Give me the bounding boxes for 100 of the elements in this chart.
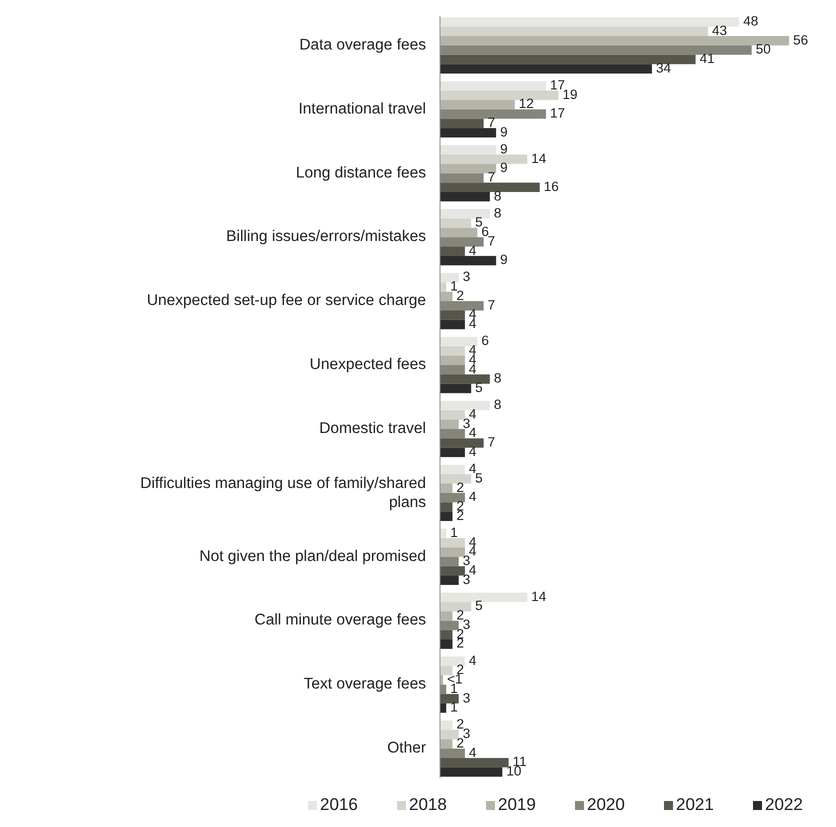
bar — [440, 602, 472, 612]
y-tick-label: Call minute overage fees — [254, 612, 426, 629]
y-tick-label: International travel — [298, 100, 426, 118]
bar — [440, 739, 452, 749]
bar — [440, 556, 459, 566]
bar — [440, 630, 452, 640]
bar — [440, 464, 465, 474]
y-tick-label: Data overage fees — [299, 36, 426, 54]
bar — [440, 720, 452, 730]
bar — [440, 128, 496, 138]
bar — [440, 356, 465, 366]
bar — [440, 400, 490, 410]
bar — [440, 438, 484, 448]
bar — [440, 666, 452, 676]
data-label: 9 — [500, 141, 508, 156]
y-tick-label: Other — [387, 740, 426, 757]
data-label: 56 — [793, 32, 808, 48]
data-label: 5 — [475, 598, 483, 614]
bar — [440, 17, 740, 27]
bar — [440, 656, 465, 666]
bar — [440, 512, 452, 522]
y-tick-label: Billing issues/errors/mistakes — [226, 228, 426, 246]
bar — [440, 246, 465, 256]
bar — [440, 26, 708, 36]
data-label: 1 — [450, 700, 458, 715]
data-label: 7 — [488, 297, 496, 312]
data-label: 9 — [500, 124, 508, 140]
bar — [440, 173, 484, 183]
bar — [440, 310, 465, 320]
data-label: 9 — [500, 252, 508, 268]
y-tick-label: Text overage fees — [304, 676, 426, 693]
bar — [440, 484, 452, 493]
data-label: 12 — [518, 96, 534, 112]
y-tick-label: Unexpected fees — [310, 356, 426, 374]
data-label: 43 — [712, 22, 728, 38]
data-label: 2 — [456, 288, 464, 303]
data-label: 2 — [456, 735, 464, 750]
bar — [440, 64, 652, 74]
bar — [440, 346, 465, 356]
data-label: 5 — [475, 214, 483, 230]
data-label: 8 — [494, 188, 502, 204]
bar — [440, 474, 472, 484]
bar — [440, 145, 496, 155]
y-tick-label: Difficulties managing use of family/shared plans — [140, 474, 426, 511]
data-label: 7 — [488, 233, 496, 248]
data-label: 2 — [456, 480, 464, 495]
legend-label: 2018 — [409, 795, 447, 814]
bar — [440, 758, 509, 768]
bar — [440, 365, 465, 374]
data-label: 4 — [468, 652, 477, 668]
bar — [440, 154, 528, 164]
bar — [440, 182, 540, 192]
data-label: 4 — [468, 406, 477, 422]
legend-label: 2019 — [498, 795, 536, 814]
data-label: 5 — [475, 470, 483, 486]
bar — [440, 100, 515, 110]
legend-label: 2022 — [765, 795, 803, 814]
bar — [440, 272, 459, 282]
bar — [440, 538, 465, 548]
legend-label: 2020 — [587, 795, 625, 814]
data-label: 4 — [468, 425, 477, 440]
data-label: 8 — [494, 370, 502, 386]
data-label: 2 — [456, 716, 464, 732]
data-label: 2 — [456, 608, 464, 623]
data-label: 3 — [462, 416, 470, 431]
data-label: 17 — [550, 106, 566, 121]
bar — [440, 36, 790, 46]
data-label: 34 — [656, 60, 672, 76]
data-label: 7 — [488, 114, 496, 130]
bar — [440, 54, 696, 64]
bar — [440, 118, 484, 128]
bar — [440, 336, 478, 346]
bar — [440, 592, 528, 602]
data-label: 7 — [488, 170, 496, 185]
y-tick-label: Not given the plan/deal promised — [199, 548, 426, 565]
bar — [440, 256, 496, 266]
y-tick-label: Long distance fees — [296, 164, 426, 182]
bar — [440, 428, 465, 438]
data-label: 16 — [544, 178, 559, 194]
data-label: 14 — [531, 588, 547, 604]
data-label: 9 — [500, 160, 508, 176]
bar — [440, 81, 546, 91]
data-label: 1 — [450, 278, 458, 294]
bar — [440, 192, 490, 202]
data-label: 50 — [756, 42, 771, 57]
bar — [440, 384, 472, 394]
bar — [440, 301, 484, 310]
bar — [440, 566, 465, 576]
bar — [440, 228, 478, 238]
bar — [440, 410, 465, 420]
bar — [440, 611, 452, 621]
bar — [440, 237, 484, 247]
data-label: 3 — [462, 690, 470, 706]
y-tick-label: Domestic travel — [319, 420, 426, 438]
data-label: 3 — [462, 726, 470, 742]
data-label: 8 — [494, 205, 502, 220]
data-label: 3 — [462, 269, 470, 284]
data-label: 3 — [462, 553, 470, 568]
data-label: 4 — [468, 242, 477, 258]
data-label: 3 — [462, 616, 470, 632]
